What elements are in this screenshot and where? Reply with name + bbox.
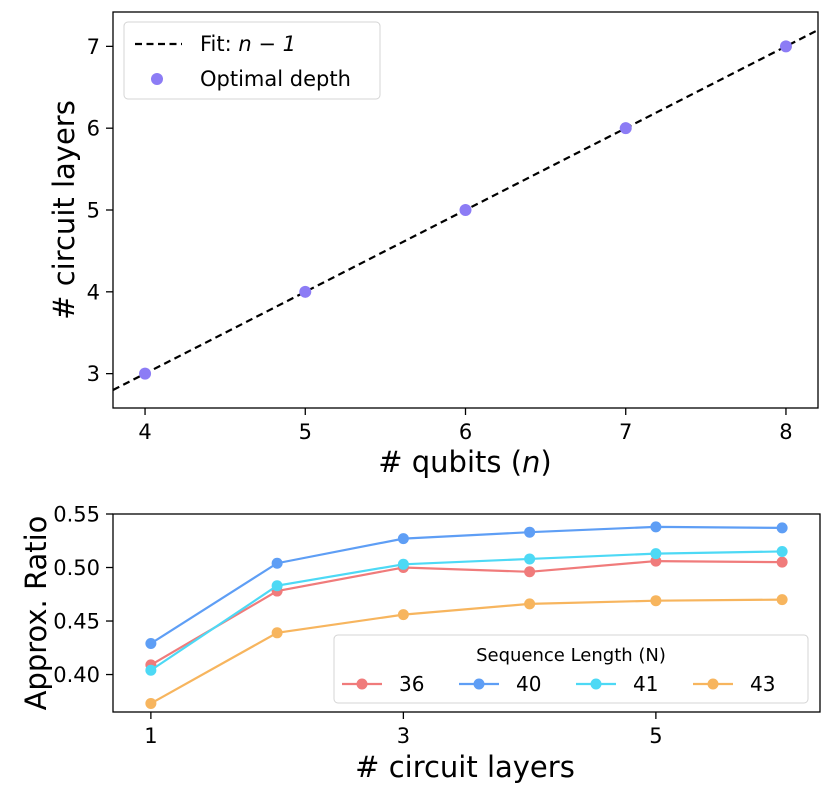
top-y-tick-label: 7 [87, 35, 100, 59]
bottom-chart: 1 3 5 0.40 0.45 0.50 0.55 # circuit layers App… [19, 503, 821, 784]
legend-swatch-marker-43 [707, 678, 719, 690]
series-point-40 [650, 521, 662, 533]
series-point-43 [776, 594, 788, 606]
top-y-tick-label: 4 [87, 280, 100, 304]
top-x-tick-label: 6 [459, 420, 472, 444]
series-line-40 [150, 525, 783, 645]
bottom-y-tick-label: 0.45 [53, 610, 100, 634]
top-ticks: 4 5 6 7 8 3 4 5 6 7 [87, 35, 793, 444]
bottom-series [145, 521, 788, 709]
optimal-depth-point [619, 122, 632, 135]
series-line-43 [150, 598, 783, 705]
legend-label-36: 36 [399, 672, 424, 696]
series-point-41 [271, 580, 283, 592]
top-legend-box [123, 21, 381, 100]
top-legend: Fit: n − 1 Optimal depth [123, 21, 381, 100]
top-y-tick-label: 6 [87, 117, 100, 141]
series-point-36 [524, 566, 536, 578]
bottom-legend: Sequence Length (N) 36 40 41 43 [333, 634, 809, 704]
series-43 [145, 594, 788, 709]
optimal-depth-point [459, 204, 472, 216]
optimal-depth-point [139, 367, 152, 380]
top-x-tick-label: 7 [619, 420, 632, 444]
top-x-tick-label: 4 [138, 420, 151, 444]
top-points [139, 40, 792, 380]
series-point-40 [271, 557, 283, 569]
top-y-tick-label: 5 [87, 199, 100, 223]
series-point-40 [397, 533, 409, 545]
series-point-43 [650, 595, 662, 607]
series-point-43 [397, 609, 409, 621]
legend-swatch-marker-40 [473, 678, 485, 690]
bottom-y-axis-label: Approx. Ratio [19, 516, 53, 711]
top-y-axis-label: # circuit layers [47, 100, 81, 320]
series-point-41 [397, 558, 409, 570]
series-point-41 [650, 548, 662, 560]
bottom-x-axis-label: # circuit layers [355, 750, 575, 784]
legend-swatch-marker-36 [356, 678, 368, 690]
series-point-43 [271, 627, 283, 639]
legend-swatch-marker-41 [590, 678, 602, 690]
bottom-x-tick-label: 3 [397, 724, 410, 748]
legend-title: Sequence Length (N) [476, 645, 666, 666]
series-point-40 [776, 522, 788, 534]
legend-label-43: 43 [750, 672, 775, 696]
legend-label-41: 41 [633, 672, 658, 696]
series-point-43 [524, 598, 536, 610]
legend-optimal-swatch [151, 73, 163, 85]
series-point-36 [776, 556, 788, 568]
series-point-40 [524, 526, 536, 538]
top-x-tick-label: 5 [299, 420, 312, 444]
series-point-41 [524, 553, 536, 565]
bottom-y-tick-label: 0.50 [53, 556, 100, 580]
series-41 [145, 545, 788, 676]
optimal-depth-point [779, 40, 792, 53]
top-y-tick-label: 3 [87, 362, 100, 386]
series-line-41 [150, 550, 783, 672]
bottom-legend-box [333, 634, 809, 704]
series-point-41 [776, 545, 788, 557]
top-chart: 4 5 6 7 8 3 4 5 6 7 # qubits (n) # circuit layers… [47, 11, 819, 479]
legend-label-40: 40 [516, 672, 541, 696]
top-x-axis-label: # qubits (n) [378, 445, 552, 479]
bottom-ticks: 1 3 5 0.40 0.45 0.50 0.55 [53, 503, 662, 749]
optimal-depth-point [299, 285, 312, 298]
bottom-y-tick-label: 0.55 [53, 503, 100, 527]
legend-optimal-label: Optimal depth [200, 67, 351, 91]
series-point-40 [145, 638, 157, 650]
legend-fit-label: Fit: n − 1 [200, 32, 296, 56]
legend-items: 36 40 41 43 [342, 672, 775, 696]
bottom-x-tick-label: 5 [649, 724, 662, 748]
series-line-36 [150, 559, 783, 666]
series-point-43 [145, 697, 157, 709]
series-40 [145, 521, 788, 650]
bottom-y-tick-label: 0.40 [53, 663, 100, 687]
series-point-41 [145, 664, 157, 676]
bottom-x-tick-label: 1 [144, 724, 157, 748]
top-x-tick-label: 8 [779, 420, 792, 444]
